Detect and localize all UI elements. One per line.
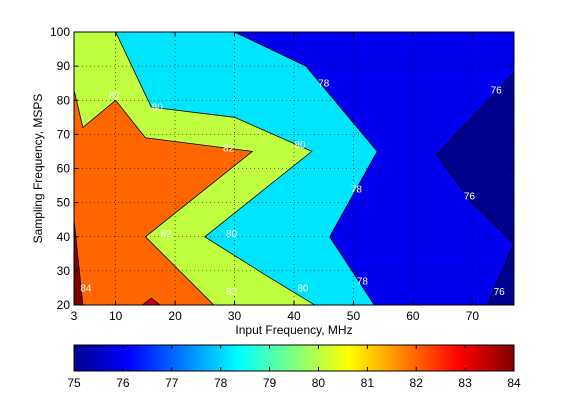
x-tick-label: 50	[347, 309, 361, 323]
contour-region-82	[74, 89, 254, 305]
x-axis-ticks: 3 10 20 30 40 50 60 70	[71, 32, 480, 323]
contour-label: 84	[80, 283, 92, 294]
contour-label: 80	[152, 103, 164, 114]
colorbar-tick-label: 81	[361, 376, 375, 390]
x-tick-label: 10	[109, 309, 123, 323]
contour-label: 78	[357, 277, 369, 288]
y-axis-label: Sampling Frequency, MSPS	[31, 94, 45, 244]
colorbar-ticks: 75 76 77 78 79 80 81 82 83 84	[67, 345, 521, 390]
colorbar-tick-label: 80	[312, 376, 326, 390]
contour-label: 76	[464, 191, 476, 202]
y-tick-label: 60	[57, 162, 71, 176]
contour-label: 82	[161, 229, 173, 240]
colorbar: 75 76 77 78 79 80 81 82 83 84	[67, 344, 521, 390]
colorbar-tick-label: 78	[214, 376, 228, 390]
y-tick-label: 90	[57, 59, 71, 73]
contour-region-84	[74, 219, 84, 305]
x-tick-label: 70	[466, 309, 480, 323]
y-tick-label: 70	[57, 127, 71, 141]
y-tick-label: 80	[57, 93, 71, 107]
x-axis-label: Input Frequency, MHz	[235, 323, 352, 337]
y-tick-label: 100	[50, 25, 70, 39]
x-tick-label: 30	[228, 309, 242, 323]
y-tick-label: 20	[57, 298, 71, 312]
y-tick-label: 40	[57, 230, 71, 244]
contour-labels: 78 76 82 80 82 80 78 76 82 80 84 82 80 78 76	[80, 79, 505, 298]
contour-label: 76	[491, 86, 503, 97]
colorbar-tick-label: 75	[67, 376, 81, 390]
contour-label: 82	[109, 91, 121, 102]
colorbar-tick-label: 83	[458, 376, 472, 390]
colorbar-tick-label: 79	[263, 376, 277, 390]
x-tick-label: 40	[287, 309, 301, 323]
y-tick-label: 30	[57, 264, 71, 278]
colorbar-gradient	[73, 344, 515, 372]
contour-label: 78	[351, 184, 363, 195]
contour-label: 80	[226, 229, 238, 240]
y-axis-ticks: 20 30 40 50 60 70 80 90 100	[50, 25, 514, 312]
contour-label: 82	[223, 144, 235, 155]
colorbar-tick-label: 84	[507, 376, 521, 390]
x-tick-label: 3	[71, 309, 78, 323]
contour-label: 82	[226, 287, 238, 298]
colorbar-tick-label: 82	[410, 376, 424, 390]
contour-label: 78	[318, 79, 330, 90]
contour-region-83	[141, 297, 161, 305]
contour-label: 80	[294, 140, 306, 151]
colorbar-tick-label: 76	[116, 376, 130, 390]
contour-label: 80	[297, 283, 309, 294]
grid-lines	[74, 32, 514, 305]
x-tick-label: 20	[168, 309, 182, 323]
contour-regions	[74, 32, 514, 305]
x-tick-label: 60	[406, 309, 420, 323]
colorbar-tick-label: 77	[165, 376, 179, 390]
y-tick-label: 50	[57, 196, 71, 210]
contour-label: 76	[494, 287, 506, 298]
